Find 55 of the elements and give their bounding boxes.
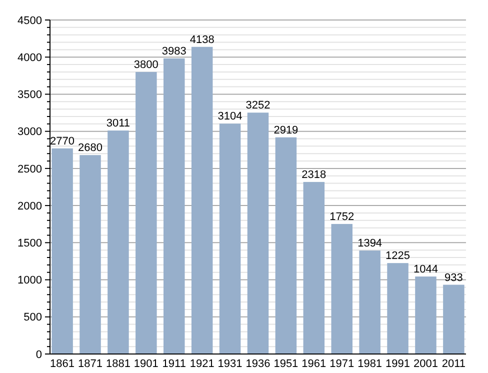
x-tick-label: 2001 [414, 358, 438, 370]
bar [52, 148, 73, 354]
y-tick-label: 1500 [18, 238, 42, 250]
data-label: 3011 [106, 118, 130, 130]
y-tick-label: 4500 [18, 14, 42, 27]
data-label: 3252 [246, 100, 270, 112]
x-tick-label: 1861 [50, 358, 75, 370]
data-label: 3983 [162, 45, 186, 58]
x-tick-label: 1961 [302, 358, 326, 370]
data-label: 3800 [134, 58, 158, 71]
y-tick-label: 1000 [18, 274, 42, 287]
x-tick-label: 1911 [162, 358, 186, 370]
data-label: 1044 [414, 264, 438, 276]
data-label: 2919 [274, 124, 298, 136]
bar [303, 182, 325, 354]
y-tick-label: 2000 [18, 200, 42, 212]
bar [275, 137, 297, 354]
bar [415, 276, 436, 354]
data-label: 4138 [190, 34, 214, 46]
bar [191, 46, 213, 354]
x-tick-label: 2011 [442, 358, 466, 370]
data-label: 2770 [50, 135, 75, 148]
x-tick-label: 1931 [218, 358, 242, 370]
x-tick-label: 1981 [358, 358, 382, 370]
data-label: 933 [444, 272, 463, 284]
x-tick-label: 1991 [386, 358, 410, 370]
bar [108, 130, 129, 354]
x-tick-label: 1871 [78, 358, 102, 370]
bar [331, 224, 352, 354]
y-tick-label: 3000 [18, 126, 42, 138]
bar [219, 124, 241, 354]
bar [164, 58, 185, 354]
data-label: 1394 [358, 238, 382, 250]
x-tick-label: 1971 [330, 358, 354, 370]
y-tick-label: 3500 [18, 89, 42, 102]
y-tick-label: 0 [36, 348, 42, 361]
y-tick-label: 4000 [18, 52, 42, 64]
bar [443, 284, 464, 354]
data-label: 2318 [302, 168, 326, 181]
y-tick-label: 500 [24, 312, 42, 324]
data-label: 2680 [78, 142, 102, 154]
x-tick-label: 1901 [134, 358, 158, 370]
data-label: 3104 [218, 110, 242, 123]
bar [80, 155, 101, 354]
x-tick-label: 1951 [274, 358, 298, 370]
bar [387, 263, 408, 354]
x-tick-label: 1936 [246, 358, 270, 370]
y-tick-label: 2500 [18, 163, 42, 176]
x-tick-label: 1881 [106, 358, 130, 370]
data-label: 1752 [330, 210, 354, 223]
bar [136, 72, 157, 354]
data-label: 1225 [386, 250, 410, 262]
x-tick-label: 1921 [190, 358, 214, 370]
bar [247, 112, 269, 354]
bar [359, 250, 380, 354]
